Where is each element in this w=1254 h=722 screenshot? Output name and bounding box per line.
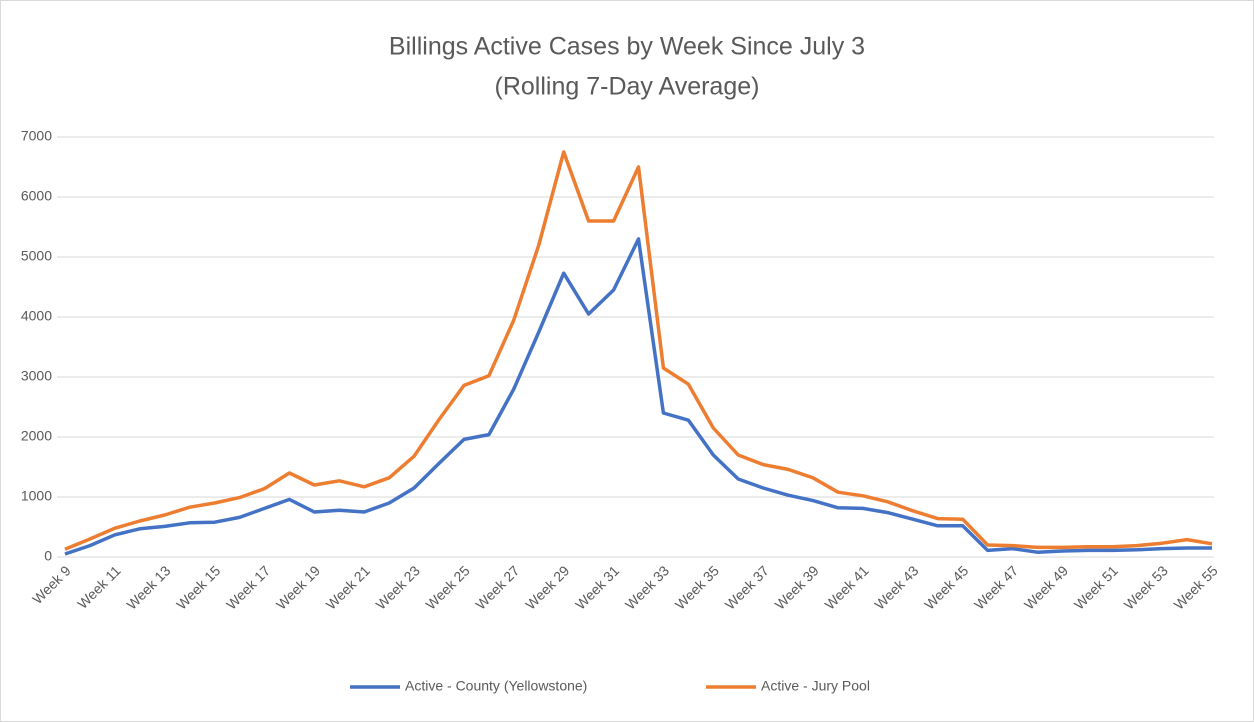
legend-label: Active - Jury Pool bbox=[761, 678, 870, 694]
legend-label: Active - County (Yellowstone) bbox=[405, 678, 587, 694]
y-tick-label: 2000 bbox=[21, 428, 52, 444]
y-tick-label: 5000 bbox=[21, 248, 52, 264]
series-line bbox=[64, 237, 1212, 556]
y-tick-label: 4000 bbox=[21, 308, 52, 324]
y-tick-label: 6000 bbox=[21, 188, 52, 204]
y-tick-label: 7000 bbox=[21, 128, 52, 144]
y-tick-label: 1000 bbox=[21, 488, 52, 504]
y-tick-label: 3000 bbox=[21, 368, 52, 384]
chart-subtitle: (Rolling 7-Day Average) bbox=[495, 73, 760, 101]
chart-title: Billings Active Cases by Week Since July… bbox=[389, 33, 865, 61]
y-tick-label: 0 bbox=[44, 548, 52, 564]
series-line bbox=[64, 150, 1213, 551]
